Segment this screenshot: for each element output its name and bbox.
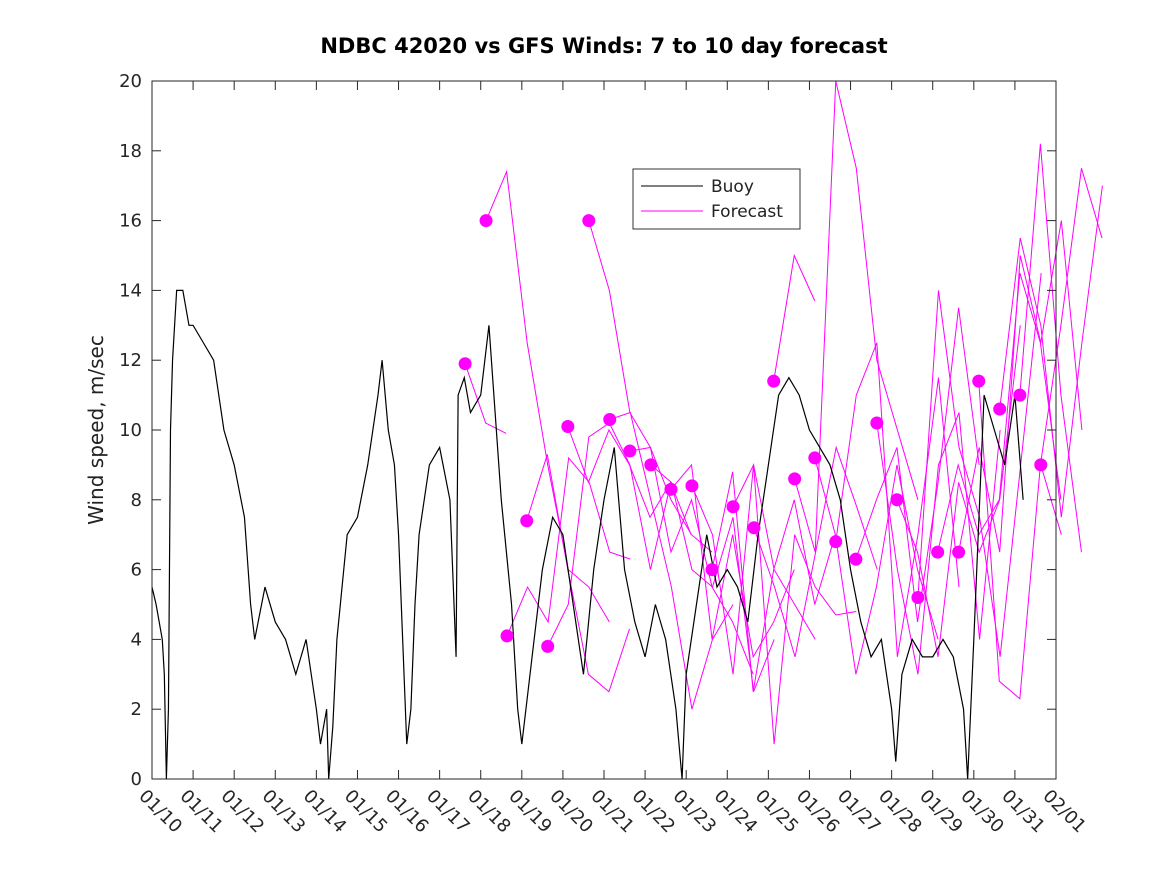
forecast-line-5 [567, 426, 692, 535]
forecast-point-7 [603, 413, 617, 427]
forecast-point-16 [788, 472, 802, 486]
legend-box [632, 168, 801, 230]
x-tick-label: 01/12 [217, 786, 269, 838]
forecast-line-8 [629, 446, 754, 675]
x-tick-label: 01/27 [833, 786, 885, 838]
x-tick-label: 01/15 [340, 786, 392, 838]
legend: Buoy Forecast [632, 168, 801, 230]
forecast-line-0 [464, 363, 507, 434]
forecast-point-27 [1013, 388, 1027, 402]
forecast-line-17 [814, 457, 939, 675]
forecast-point-24 [952, 545, 966, 559]
forecast-line-27 [1019, 143, 1082, 553]
forecast-point-9 [644, 458, 658, 472]
forecast-line-19 [855, 307, 980, 623]
forecast-line-15 [773, 253, 816, 382]
y-tick-label: 18 [119, 141, 142, 162]
plot-area [152, 81, 1056, 779]
y-tick-label: 10 [119, 420, 142, 441]
forecast-point-11 [685, 479, 699, 493]
forecast-line-16 [794, 80, 919, 553]
forecast-point-23 [931, 545, 945, 559]
x-tick-label: 01/19 [504, 786, 556, 838]
forecast-line-12 [711, 471, 836, 692]
chart-title: NDBC 42020 vs GFS Winds: 7 to 10 day for… [320, 34, 887, 58]
y-tick-label: 2 [131, 699, 142, 720]
forecast-point-14 [747, 521, 761, 535]
forecast-line-10 [670, 463, 795, 659]
forecast-point-15 [767, 374, 781, 388]
forecast-point-19 [849, 552, 863, 566]
x-tick-label: 01/13 [258, 786, 310, 838]
x-tick-label: 01/28 [874, 786, 926, 838]
forecast-point-10 [664, 482, 678, 496]
y-tick-label: 16 [119, 211, 142, 232]
x-tick-label: 01/31 [997, 786, 1049, 838]
forecast-point-5 [561, 420, 575, 434]
forecast-line-20 [876, 412, 1001, 675]
forecast-point-1 [479, 214, 493, 228]
forecast-line-24 [958, 220, 1083, 553]
x-tick-label: 01/10 [134, 786, 186, 838]
forecast-point-17 [808, 451, 822, 465]
y-tick-label: 14 [119, 280, 142, 301]
y-tick-label: 20 [119, 71, 142, 92]
forecast-point-26 [993, 402, 1007, 416]
y-tick-label: 4 [131, 629, 142, 650]
forecast-point-22 [911, 591, 925, 605]
x-tick-label: 01/21 [586, 786, 638, 838]
x-tick-label: 01/30 [956, 786, 1008, 838]
forecast-line-3 [526, 454, 630, 693]
x-tick-label: 01/22 [628, 786, 680, 838]
forecast-point-21 [890, 493, 904, 507]
forecast-point-25 [972, 374, 986, 388]
forecast-point-2 [500, 629, 514, 643]
buoy-line [151, 289, 1024, 780]
forecast-point-18 [829, 535, 843, 549]
x-tick-label: 01/29 [915, 786, 967, 838]
forecast-line-1 [485, 169, 610, 623]
x-tick-label: 01/11 [176, 786, 228, 838]
x-tick-label: 02/01 [1038, 786, 1090, 838]
forecast-point-4 [541, 639, 555, 653]
forecast-point-8 [623, 444, 637, 458]
forecast-point-28 [1034, 458, 1048, 472]
x-tick-label: 01/17 [422, 786, 474, 838]
x-tick-label: 01/23 [669, 786, 721, 838]
y-tick-label: 12 [119, 350, 142, 371]
x-tick-label: 01/16 [381, 786, 433, 838]
forecast-point-20 [870, 416, 884, 430]
forecast-point-0 [458, 357, 472, 371]
y-axis-label: Wind speed, m/sec [84, 335, 108, 525]
forecast-point-6 [582, 214, 596, 228]
x-tick-label: 01/14 [299, 786, 351, 838]
legend-buoy-label: Buoy [711, 177, 754, 197]
y-tick-label: 0 [131, 769, 142, 790]
x-tick-label: 01/25 [751, 786, 803, 838]
x-tick-label: 01/20 [545, 786, 597, 838]
forecast-point-3 [520, 514, 534, 528]
x-tick-label: 01/24 [710, 786, 762, 838]
legend-forecast-label: Forecast [711, 202, 783, 222]
x-tick-label: 01/26 [792, 786, 844, 838]
forecast-line-13 [732, 463, 857, 745]
x-tick-label: 01/18 [463, 786, 515, 838]
y-tick-label: 6 [131, 560, 142, 581]
forecast-line-18 [835, 342, 960, 657]
forecast-point-12 [705, 563, 719, 577]
forecast-line-2 [506, 456, 631, 637]
y-tick-label: 8 [131, 490, 142, 511]
forecast-point-13 [726, 500, 740, 514]
forecast-line-26 [999, 185, 1103, 518]
